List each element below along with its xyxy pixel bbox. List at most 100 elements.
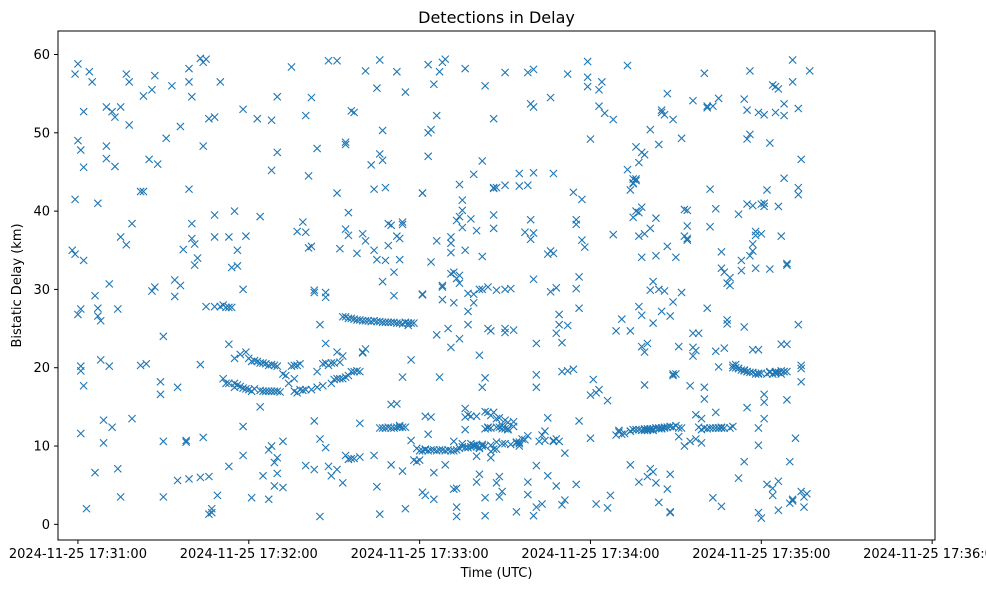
data-point-500 <box>509 417 518 426</box>
data-point-442 <box>478 252 487 261</box>
data-point-43 <box>122 70 131 79</box>
data-point-183 <box>293 227 302 236</box>
data-point-481 <box>498 439 507 448</box>
data-point-77 <box>184 64 193 73</box>
data-point-291 <box>381 183 390 192</box>
data-point-74 <box>182 436 191 445</box>
data-point-672 <box>663 485 672 494</box>
data-point-241 <box>344 371 353 380</box>
data-point-651 <box>651 251 660 260</box>
data-point-835 <box>782 259 791 268</box>
data-point-617 <box>634 158 643 167</box>
data-point-505 <box>515 439 524 448</box>
data-point-408 <box>461 404 470 413</box>
data-point-417 <box>464 320 473 329</box>
data-point-720 <box>703 304 712 313</box>
data-point-430 <box>472 478 481 487</box>
data-point-365 <box>432 236 441 245</box>
data-point-620 <box>634 302 643 311</box>
data-point-588 <box>603 503 612 512</box>
data-point-772 <box>743 200 752 209</box>
data-point-729 <box>711 408 720 417</box>
data-point-6 <box>76 146 85 155</box>
data-point-452 <box>483 423 492 432</box>
data-point-478 <box>495 472 504 481</box>
data-point-69 <box>173 476 182 485</box>
data-point-48 <box>136 187 145 196</box>
data-point-58 <box>153 160 162 169</box>
data-point-389 <box>449 485 458 494</box>
data-point-126 <box>239 384 248 393</box>
data-point-487 <box>501 324 510 333</box>
data-point-575 <box>583 82 592 91</box>
data-point-473 <box>492 438 501 447</box>
data-point-765 <box>740 323 749 331</box>
data-point-14 <box>79 381 88 390</box>
data-point-555 <box>558 338 566 347</box>
data-point-527 <box>532 383 541 392</box>
data-point-344 <box>418 290 427 299</box>
data-point-503 <box>512 507 521 516</box>
data-point-78 <box>184 77 193 86</box>
data-point-787 <box>754 369 763 378</box>
data-point-663 <box>657 307 666 316</box>
y-tick-label-2: 20 <box>33 361 50 376</box>
data-point-611 <box>632 175 641 183</box>
x-tick-label-1: 2024-11-25 17:32:00 <box>180 547 318 562</box>
data-point-277 <box>372 255 381 264</box>
data-point-63 <box>159 332 168 341</box>
data-point-283 <box>375 55 384 64</box>
data-point-294 <box>384 318 393 327</box>
data-point-112 <box>224 232 233 241</box>
data-point-759 <box>737 366 746 375</box>
data-point-15 <box>79 163 88 172</box>
data-point-560 <box>563 70 572 79</box>
data-point-812 <box>768 484 777 493</box>
data-point-0 <box>68 246 77 255</box>
data-point-357 <box>427 413 435 422</box>
data-point-229 <box>335 244 344 253</box>
data-point-85 <box>196 360 205 369</box>
data-point-540 <box>546 93 555 102</box>
data-point-775 <box>745 66 754 75</box>
data-point-619 <box>634 208 643 217</box>
data-point-203 <box>313 383 322 392</box>
data-point-785 <box>751 231 760 240</box>
data-point-226 <box>333 56 342 65</box>
data-point-489 <box>501 181 510 190</box>
data-point-273 <box>370 246 379 255</box>
data-point-199 <box>310 286 319 295</box>
data-point-321 <box>398 220 407 229</box>
x-tick-label-2: 2024-11-25 17:33:00 <box>351 547 489 562</box>
data-point-529 <box>532 461 541 470</box>
chart-title: Detections in Delay <box>418 8 575 27</box>
data-point-495 <box>503 425 512 434</box>
data-point-5 <box>73 136 82 145</box>
data-point-635 <box>643 339 652 348</box>
data-point-832 <box>780 174 789 183</box>
data-point-854 <box>800 503 809 512</box>
data-point-743 <box>720 344 729 353</box>
data-point-188 <box>301 385 310 394</box>
data-point-677 <box>666 312 675 321</box>
data-point-345 <box>421 445 430 454</box>
data-point-41 <box>116 492 125 501</box>
data-point-60 <box>156 377 165 386</box>
data-point-746 <box>723 315 732 324</box>
data-point-65 <box>167 81 176 90</box>
data-point-454 <box>483 283 492 292</box>
data-point-42 <box>122 240 131 249</box>
data-point-378 <box>444 324 453 333</box>
data-point-9 <box>76 305 85 313</box>
data-point-437 <box>475 470 484 479</box>
data-point-783 <box>751 227 760 236</box>
data-point-550 <box>555 310 564 319</box>
data-point-200 <box>310 288 319 297</box>
data-point-66 <box>170 292 179 301</box>
data-point-187 <box>298 386 307 395</box>
data-point-722 <box>706 424 715 433</box>
data-point-83 <box>190 240 199 248</box>
data-point-184 <box>296 385 305 394</box>
data-point-373 <box>438 283 447 292</box>
data-point-93 <box>204 472 213 481</box>
